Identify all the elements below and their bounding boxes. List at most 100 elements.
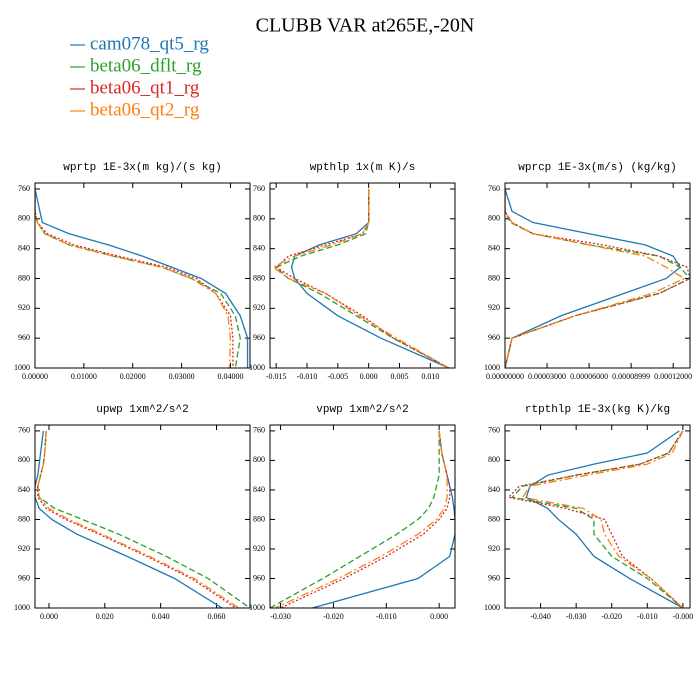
y-tick-label: 960 (488, 333, 500, 342)
profile-line (35, 188, 249, 368)
y-tick-label: 840 (253, 485, 265, 494)
profile-line (35, 188, 232, 368)
y-tick-label: 800 (488, 214, 500, 223)
y-tick-label: 1000 (14, 363, 30, 372)
profile-line (510, 430, 684, 608)
profile-line (312, 430, 455, 608)
x-tick-label: 0.00008999 (612, 372, 650, 381)
profile-line (35, 188, 234, 368)
x-tick-label: -0.020 (601, 612, 622, 621)
y-tick-label: 800 (18, 214, 30, 223)
y-tick-label: 920 (253, 303, 265, 312)
panel-title: wpthlp 1x(m K)/s (310, 162, 416, 174)
y-tick-label: 880 (488, 514, 500, 523)
profile-line (505, 188, 690, 368)
legend-label: beta06_dflt_rg (90, 55, 202, 76)
y-tick-label: 960 (18, 573, 30, 582)
x-tick-label: -0.030 (270, 612, 291, 621)
x-tick-label: 0.000 (40, 612, 58, 621)
profile-line (280, 430, 451, 608)
y-tick-label: 1000 (14, 603, 30, 612)
panel-title: rtpthlp 1E-3x(kg K)/kg (525, 404, 670, 416)
plot-frame (34, 182, 251, 369)
legend-label: beta06_qt2_rg (90, 99, 200, 120)
x-tick-label: 0.005 (391, 372, 409, 381)
y-tick-label: 760 (253, 426, 265, 435)
y-tick-label: 880 (18, 273, 30, 282)
profile-line (275, 188, 450, 368)
profile-line (37, 430, 240, 608)
profile-line (35, 188, 241, 368)
y-tick-label: 800 (488, 455, 500, 464)
y-tick-label: 840 (18, 485, 30, 494)
legend-label: cam078_qt5_rg (90, 33, 209, 54)
plot-frame (504, 182, 691, 369)
profile-line (505, 188, 682, 368)
x-tick-label: 0.00003000 (528, 372, 566, 381)
panel-title: wprcp 1E-3x(m/s) (kg/kg) (518, 162, 676, 174)
plot-frame (269, 182, 456, 369)
plot-frame (269, 424, 456, 609)
profile-line (37, 430, 237, 608)
profile-line (270, 430, 440, 608)
y-tick-label: 880 (488, 273, 500, 282)
figure-title: CLUBB VAR at265E,-20N (256, 15, 475, 37)
x-tick-label: 0.040 (152, 612, 170, 621)
panel-title: upwp 1xm^2/s^2 (96, 404, 188, 416)
x-tick-label: -0.020 (323, 612, 344, 621)
y-tick-label: 1000 (484, 363, 500, 372)
panel-title: wprtp 1E-3x(m kg)/(s kg) (63, 162, 221, 174)
y-tick-label: 880 (18, 514, 30, 523)
y-tick-label: 840 (18, 243, 30, 252)
profile-line (505, 188, 690, 368)
x-tick-label: 0.02000 (120, 372, 146, 381)
y-tick-label: 800 (253, 455, 265, 464)
plot-frame (34, 424, 251, 609)
x-tick-label: 0.00006000 (570, 372, 608, 381)
y-tick-label: 760 (253, 184, 265, 193)
y-tick-label: 760 (18, 426, 30, 435)
profile-line (275, 188, 450, 368)
y-tick-label: 880 (253, 514, 265, 523)
panel-title: vpwp 1xm^2/s^2 (316, 404, 408, 416)
x-tick-label: 0.00000000 (486, 372, 524, 381)
y-tick-label: 920 (488, 303, 500, 312)
y-tick-label: 1000 (484, 603, 500, 612)
x-tick-label: 0.00000 (22, 372, 48, 381)
legend-label: beta06_qt1_rg (90, 77, 200, 98)
y-tick-label: 960 (253, 333, 265, 342)
y-tick-label: 840 (253, 243, 265, 252)
profile-line (290, 188, 450, 368)
plot-frame (504, 424, 691, 609)
y-tick-label: 880 (253, 273, 265, 282)
x-tick-label: -0.010 (637, 612, 658, 621)
y-tick-label: 840 (488, 485, 500, 494)
x-tick-label: -0.010 (297, 372, 318, 381)
y-tick-label: 920 (18, 544, 30, 553)
x-tick-label: -0.005 (327, 372, 348, 381)
y-tick-label: 800 (18, 455, 30, 464)
x-tick-label: 0.01000 (71, 372, 97, 381)
x-tick-label: 0.04000 (217, 372, 243, 381)
x-tick-label: 0.000 (430, 612, 448, 621)
profile-line (35, 430, 223, 608)
x-tick-label: 0.060 (207, 612, 225, 621)
y-tick-label: 840 (488, 243, 500, 252)
y-tick-label: 760 (18, 184, 30, 193)
y-tick-label: 760 (488, 184, 500, 193)
profile-line (521, 430, 684, 608)
x-tick-label: 0.000 (360, 372, 378, 381)
x-tick-label: 0.00012000 (654, 372, 692, 381)
y-tick-label: 920 (18, 303, 30, 312)
y-tick-label: 920 (253, 544, 265, 553)
profile-line (505, 188, 686, 368)
x-tick-label: 0.010 (421, 372, 439, 381)
x-tick-label: 0.020 (96, 612, 114, 621)
profile-line (507, 430, 684, 608)
x-tick-label: 0.03000 (169, 372, 195, 381)
x-tick-label: -0.040 (530, 612, 551, 621)
y-tick-label: 760 (488, 426, 500, 435)
y-tick-label: 1000 (249, 603, 265, 612)
y-tick-label: 960 (488, 573, 500, 582)
